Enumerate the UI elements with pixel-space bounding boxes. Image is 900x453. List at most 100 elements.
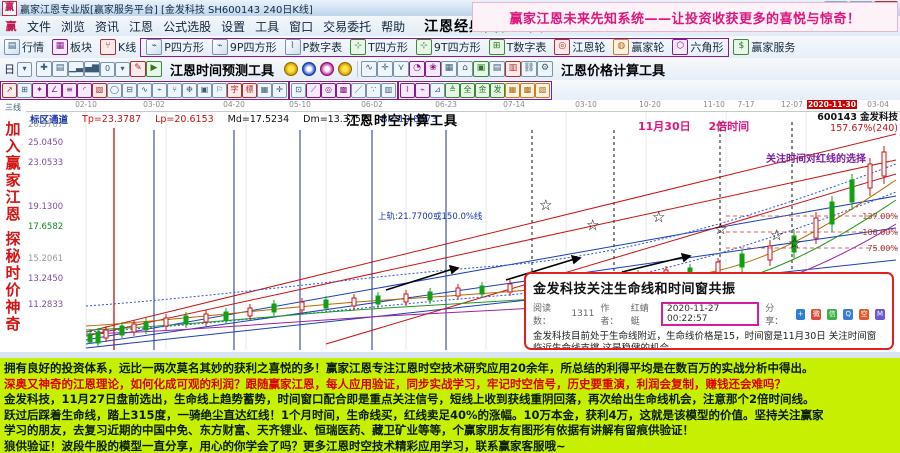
text-tool-icon[interactable]: 字 xyxy=(227,82,242,98)
cross-icon[interactable]: ✛ xyxy=(377,61,394,77)
param-md: Md=17.5234 xyxy=(227,113,290,125)
indicator2-icon[interactable]: ⌁ xyxy=(415,82,430,98)
toolbar-kline-button[interactable]: ⑂ K线 xyxy=(96,38,140,56)
link-icon[interactable]: ⛓ xyxy=(521,61,538,77)
clock-icon[interactable]: ◔ xyxy=(409,61,426,77)
arc-icon[interactable]: ◜ xyxy=(77,82,92,98)
indicator7-icon[interactable]: 发 xyxy=(490,82,505,98)
toolbar-p9-square-button[interactable]: ⌁ 9P四方形 xyxy=(208,38,281,56)
flower-yellow2-icon[interactable] xyxy=(338,62,353,76)
toolbar-gann-wheel-button[interactable]: ◎ 江恩轮 xyxy=(550,38,609,56)
marker-icon[interactable]: 標 xyxy=(242,82,257,98)
menu-item-trade[interactable]: 交易委托 xyxy=(323,19,372,34)
toolbar-t-square-label: T四方形 xyxy=(368,41,408,54)
flower-pink-icon[interactable] xyxy=(320,62,335,76)
service-icon: $ xyxy=(733,39,750,55)
window-icon[interactable]: ⊡ xyxy=(291,82,306,98)
toolbar-hexagon-button[interactable]: ⬡ 六角形 xyxy=(668,38,727,56)
dots-icon[interactable]: ∵ xyxy=(366,82,381,98)
flower-yellow-icon[interactable] xyxy=(284,62,299,76)
indicator6-icon[interactable]: 金 xyxy=(475,82,490,98)
save-icon[interactable]: ▣ xyxy=(473,61,490,77)
indicator5-icon[interactable]: 全 xyxy=(460,82,475,98)
cross2-icon[interactable]: ✛ xyxy=(272,82,287,98)
plus-icon[interactable]: + xyxy=(795,308,806,320)
indicator4-icon[interactable]: ≜ xyxy=(445,82,460,98)
square-tool-icon[interactable]: ▧ xyxy=(92,82,107,98)
stock-info-block: 600143 金发科技 157.67%(240) xyxy=(817,112,898,134)
fan-icon[interactable]: ✦ xyxy=(32,82,47,98)
indicator1-icon[interactable]: ⌇ xyxy=(400,82,415,98)
histogram-icon[interactable]: ▄▆ xyxy=(84,61,100,77)
list-icon[interactable]: ▤ xyxy=(52,61,68,77)
copy-icon[interactable]: ▤ xyxy=(489,61,506,77)
pointer-icon[interactable]: ↗ xyxy=(2,82,17,98)
toolbar-winner-wheel-button[interactable]: ◍ 赢家轮 xyxy=(609,38,668,56)
box-icon[interactable]: ▣ xyxy=(197,82,212,98)
toolbar-p-number-button[interactable]: ⌇ P数字表 xyxy=(281,38,347,56)
fit-icon[interactable]: ⌂ xyxy=(457,61,474,77)
indicator10-icon[interactable]: ▧ xyxy=(535,82,550,98)
channel-icon[interactable]: ≡ xyxy=(62,82,77,98)
menu-item-help[interactable]: 帮助 xyxy=(381,19,406,34)
menu-item-formula-stock[interactable]: 公式选股 xyxy=(163,19,212,34)
spiral-icon[interactable]: ❀ xyxy=(425,61,442,77)
toolbar-sector-button[interactable]: ▦ 板块 xyxy=(48,38,96,56)
calendar-icon[interactable]: ▦ xyxy=(441,61,458,77)
menu-item-tools[interactable]: 工具 xyxy=(255,19,280,34)
trend-icon[interactable]: ⟋ xyxy=(306,82,321,98)
toolbar-p-square-label: P四方形 xyxy=(164,41,204,54)
more-icon[interactable]: М xyxy=(875,308,885,320)
crosshair-icon[interactable]: ✚ xyxy=(36,61,52,77)
pitchfork-icon[interactable]: ⑂ xyxy=(167,82,182,98)
angle-icon[interactable]: ∠ xyxy=(47,82,62,98)
grid-icon[interactable]: ⊞ xyxy=(17,82,32,98)
toolbar-t-square-button[interactable]: ⊹ T四方形 xyxy=(346,38,412,56)
menu-item-settings[interactable]: 设置 xyxy=(221,19,246,34)
toolbar-quote-button[interactable]: ▤ 行情 xyxy=(0,38,48,56)
period-selector[interactable]: 日 ▾ xyxy=(0,60,36,78)
qq-icon[interactable]: Q xyxy=(843,308,854,320)
menu-item-news[interactable]: 资讯 xyxy=(95,19,120,34)
flower-blue-icon[interactable] xyxy=(302,62,317,76)
menu-item-window[interactable]: 窗口 xyxy=(289,19,314,34)
toolbar-service-button[interactable]: $ 赢家服务 xyxy=(729,38,799,56)
paint-icon[interactable]: ✎ xyxy=(130,61,146,77)
spiral2-icon[interactable]: ❉ xyxy=(182,82,197,98)
play-flag-icon[interactable]: ▶ xyxy=(146,61,162,77)
chart-plot-area[interactable]: 02-10 03-02 04-20 05-10 06-02 06-23 07-1… xyxy=(26,100,900,352)
print-icon[interactable]: ▥ xyxy=(505,61,522,77)
indicator3-icon[interactable]: ⊿ xyxy=(430,82,445,98)
circle-tool-icon[interactable]: ◯ xyxy=(107,82,122,98)
zigzag-icon[interactable]: ⋎ xyxy=(393,61,410,77)
menu-item-gann[interactable]: 江恩 xyxy=(129,19,154,34)
menu-item-file[interactable]: 文件 xyxy=(27,19,52,34)
indicator9-icon[interactable]: ▩ xyxy=(520,82,535,98)
toolbar-t9-square-button[interactable]: ⊹ 9T四方形 xyxy=(412,38,485,56)
chevron-down-icon: ▾ xyxy=(17,61,32,77)
flag-icon[interactable]: ⚐ xyxy=(212,82,227,98)
ladder-icon[interactable]: ⊟ xyxy=(122,82,137,98)
curve-icon[interactable]: ∿ xyxy=(361,61,378,77)
qzone-icon[interactable]: 空 xyxy=(859,308,870,320)
footer-line: 狼供验证！波段牛股的模型一直分享，用心的你学会了吗？更多江恩时空技术精彩应用学习… xyxy=(4,438,566,453)
toolbar-p-square-button[interactable]: ⌁ P四方形 xyxy=(142,38,208,56)
matrix-icon[interactable]: ▩ xyxy=(336,82,351,98)
wechat-icon[interactable]: 信 xyxy=(827,308,838,320)
menu-item-browse[interactable]: 浏览 xyxy=(61,19,86,34)
indicator8-icon[interactable]: ▦ xyxy=(505,82,520,98)
table-tool-icon[interactable]: ▦ xyxy=(257,82,272,98)
chevron-down-icon-2[interactable]: ▾ xyxy=(115,61,130,77)
cycle-icon[interactable]: ◎ xyxy=(321,82,336,98)
article-callout[interactable]: 金发科技关注生命线和时间窗共振 阅读数： 1311 作者： 红蜻蜓 2020-1… xyxy=(524,272,894,350)
bar-chart-icon[interactable]: ▁▃ xyxy=(68,61,84,77)
weibo-icon[interactable]: 微 xyxy=(811,308,822,320)
network-icon[interactable]: ⚙ xyxy=(537,61,554,77)
bars-icon[interactable]: ▥ xyxy=(381,82,396,98)
toolbar-row-1: ▤ 行情 ▦ 板块 ⑂ K线 ⌁ P四方形 ⌁ 9P四方形 ⌇ xyxy=(0,36,900,59)
zero-field-icon[interactable]: 0 xyxy=(100,61,115,77)
retrace-icon[interactable]: ⌁ xyxy=(152,82,167,98)
toolbar-t-number-button[interactable]: ⊞ T数字表 xyxy=(485,38,551,56)
wave-icon[interactable]: ∿ xyxy=(137,82,152,98)
slash-icon[interactable]: ／ xyxy=(351,82,366,98)
